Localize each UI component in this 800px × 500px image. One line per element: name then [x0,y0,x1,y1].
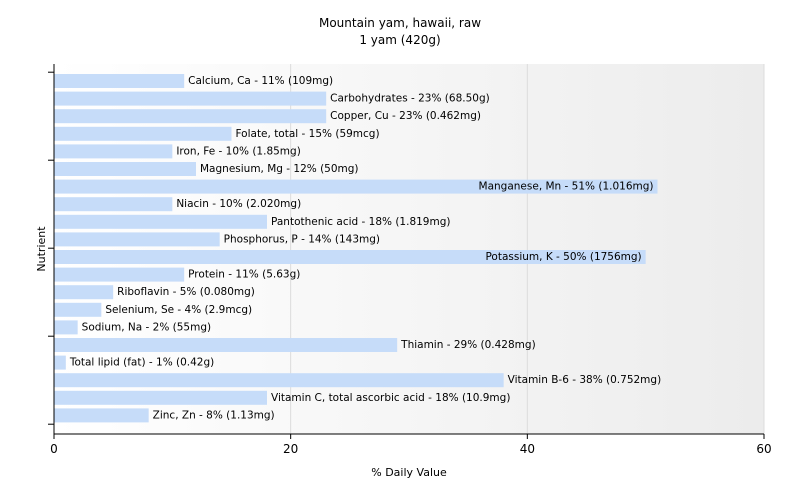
y-axis-label: Nutrient [35,226,48,272]
grid-lines [290,64,765,434]
bar [54,197,173,212]
bar [54,355,66,370]
x-tick-label: 40 [520,442,535,456]
bar-label: Protein - 11% (5.63g) [188,269,300,281]
chart-title: Mountain yam, hawaii, raw [319,16,481,30]
bar [54,179,658,194]
bar-label: Zinc, Zn - 8% (1.13mg) [153,409,275,421]
bars: Calcium, Ca - 11% (109mg) Carbohydrates -… [54,74,662,423]
bar-label: Magnesium, Mg - 12% (50mg) [200,163,359,175]
bar-label: Pantothenic acid - 18% (1.819mg) [271,216,450,228]
bar [54,144,173,159]
bar [54,390,267,405]
x-tick-label: 0 [50,442,58,456]
bar [54,267,185,282]
bar-label: Phosphorus, P - 14% (143mg) [224,233,380,245]
bar-label: Vitamin C, total ascorbic acid - 18% (10… [271,392,510,404]
bar-label: Selenium, Se - 4% (2.9mcg) [105,304,252,316]
bar [54,320,78,335]
bar-label: Niacin - 10% (2.020mg) [176,198,301,210]
plot-background [54,64,764,434]
x-tick-label: 60 [756,442,771,456]
bar [54,250,646,264]
bar-label: Manganese, Mn - 51% (1.016mg) [479,181,654,193]
bar-label: Folate, total - 15% (59mcg) [236,128,380,140]
bar [54,74,185,88]
bar-label: Copper, Cu - 23% (0.462mg) [330,110,481,122]
bar-label: Sodium, Na - 2% (55mg) [82,321,211,333]
bar-label: Thiamin - 29% (0.428mg) [400,339,536,351]
axes: 0 20 40 60 [48,64,772,456]
bar [54,408,149,423]
bar-label: Total lipid (fat) - 1% (0.42g) [69,357,214,369]
x-axis-label: % Daily Value [371,466,447,479]
bar-label: Vitamin B-6 - 38% (0.752mg) [508,374,662,386]
bar [54,373,504,388]
bar-label: Calcium, Ca - 11% (109mg) [188,75,333,87]
bar-label: Carbohydrates - 23% (68.50g) [330,93,490,105]
bar-label: Riboflavin - 5% (0.080mg) [117,286,255,298]
bar [54,109,327,124]
chart-subtitle: 1 yam (420g) [359,33,440,47]
bar [54,285,114,300]
bar [54,338,398,352]
bar-label: Iron, Fe - 10% (1.85mg) [176,145,300,157]
bar [54,162,196,176]
bar [54,126,232,141]
x-tick-label: 20 [283,442,298,456]
bar [54,302,102,317]
bar-label: Potassium, K - 50% (1756mg) [485,251,641,263]
bar [54,91,327,106]
bar [54,232,220,247]
bar [54,214,267,229]
